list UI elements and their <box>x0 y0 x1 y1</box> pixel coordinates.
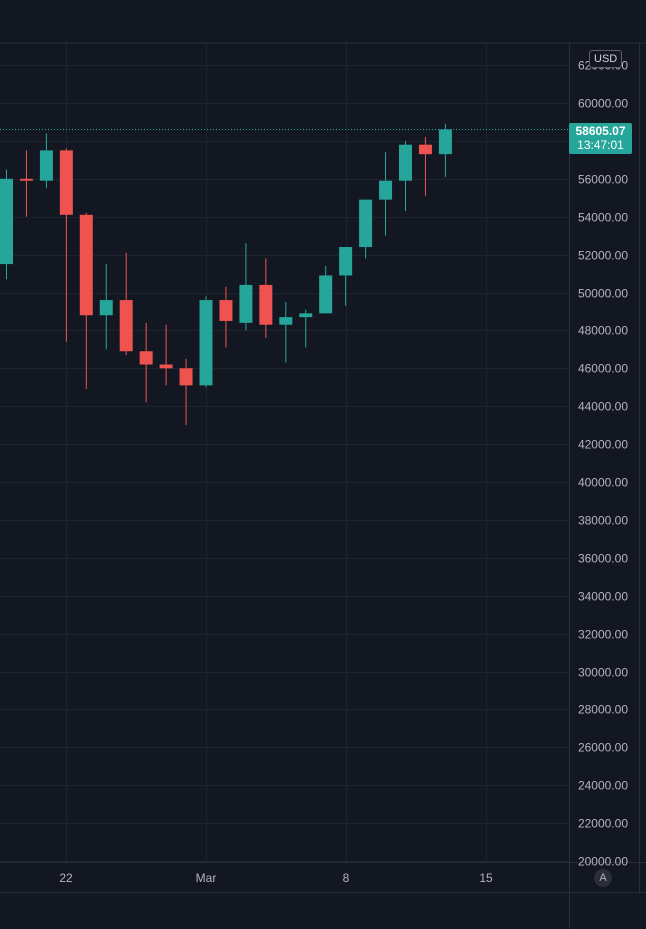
candle <box>299 309 313 348</box>
auto-scale-button[interactable]: A <box>594 869 612 887</box>
candle-body <box>259 284 273 325</box>
candle <box>59 148 73 342</box>
axis-borders <box>0 42 646 929</box>
candle <box>399 140 412 212</box>
bar-countdown: 13:47:01 <box>577 138 624 152</box>
candle <box>19 150 33 217</box>
candle <box>139 322 153 403</box>
candle <box>359 199 373 259</box>
y-tick-label: 44000.00 <box>578 400 628 414</box>
x-tick-label: 15 <box>479 871 493 885</box>
candles <box>0 123 452 426</box>
candle <box>418 137 432 196</box>
candle <box>279 301 293 363</box>
y-tick-label: 28000.00 <box>578 703 628 717</box>
candle-body <box>399 144 412 181</box>
candle <box>179 358 193 426</box>
candle <box>339 247 353 306</box>
candle <box>379 152 393 236</box>
y-tick-label: 20000.00 <box>578 855 628 869</box>
currency-label[interactable]: USD <box>589 50 623 68</box>
candle-body <box>219 300 233 321</box>
y-tick-label: 42000.00 <box>578 438 628 452</box>
y-tick-label: 36000.00 <box>578 552 628 566</box>
price-axis[interactable]: 20000.00 22000.00 24000.00 26000.00 28000.00… <box>578 59 628 869</box>
candle-body <box>159 364 173 369</box>
y-tick-label: 56000.00 <box>578 173 628 187</box>
time-axis[interactable]: 22 Mar 8 15 <box>59 871 493 885</box>
candle-body <box>239 284 253 323</box>
candle-body <box>379 180 393 200</box>
y-tick-label: 40000.00 <box>578 476 628 490</box>
candle-body <box>199 300 213 386</box>
candle-body <box>0 178 13 265</box>
candle-body <box>39 150 53 181</box>
candle <box>0 169 13 280</box>
candle-body <box>179 368 193 386</box>
candle-body <box>99 300 113 316</box>
grid-lines <box>0 43 569 862</box>
y-tick-label: 34000.00 <box>578 590 628 604</box>
y-tick-label: 46000.00 <box>578 362 628 376</box>
candle <box>199 296 213 388</box>
y-tick-label: 30000.00 <box>578 666 628 680</box>
y-tick-label: 38000.00 <box>578 514 628 528</box>
candle <box>219 286 233 348</box>
candle-body <box>339 247 353 276</box>
candle <box>99 264 113 350</box>
y-tick-label: 54000.00 <box>578 211 628 225</box>
y-tick-label: 50000.00 <box>578 287 628 301</box>
x-tick-label: 22 <box>59 871 73 885</box>
candle-body <box>418 144 432 155</box>
candle-body <box>299 313 313 318</box>
y-tick-label: 22000.00 <box>578 817 628 831</box>
last-price-tag: 58605.07 13:47:01 <box>569 123 632 154</box>
candle <box>159 324 173 386</box>
y-tick-label: 52000.00 <box>578 249 628 263</box>
candle-body <box>139 351 153 365</box>
y-tick-label: 32000.00 <box>578 628 628 642</box>
y-tick-label: 24000.00 <box>578 779 628 793</box>
candle <box>259 258 273 338</box>
last-price-value: 58605.07 <box>575 124 626 138</box>
candle <box>79 212 93 390</box>
candle <box>319 265 333 314</box>
candle-body <box>359 199 373 248</box>
candle-body <box>119 300 133 352</box>
candle-body <box>438 129 452 155</box>
x-tick-label: 8 <box>343 871 350 885</box>
candle <box>239 243 253 331</box>
candle <box>438 123 452 177</box>
y-tick-label: 26000.00 <box>578 741 628 755</box>
candle-body <box>19 178 33 181</box>
candle-body <box>59 150 73 215</box>
candle <box>39 133 53 189</box>
y-tick-label: 60000.00 <box>578 97 628 111</box>
candle-body <box>319 275 333 314</box>
x-tick-label: Mar <box>196 871 217 885</box>
candle-body <box>79 214 93 316</box>
y-tick-label: 48000.00 <box>578 324 628 338</box>
candle <box>119 252 133 356</box>
candle-body <box>279 317 293 325</box>
